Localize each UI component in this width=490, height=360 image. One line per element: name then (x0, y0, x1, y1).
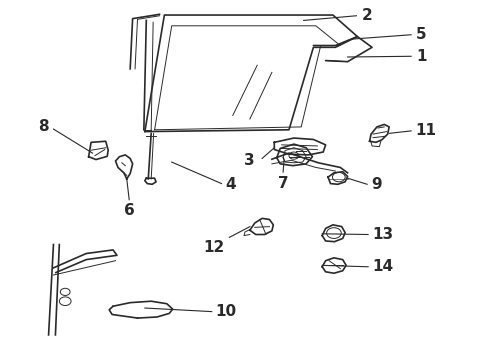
Text: 14: 14 (372, 259, 393, 274)
Text: 11: 11 (415, 123, 436, 138)
Text: 1: 1 (416, 49, 426, 64)
Text: 10: 10 (216, 304, 237, 319)
Text: 7: 7 (278, 176, 289, 191)
Text: 3: 3 (244, 153, 255, 168)
Text: 8: 8 (38, 120, 49, 134)
Text: 2: 2 (361, 8, 372, 23)
Text: 5: 5 (416, 27, 427, 42)
Text: 12: 12 (203, 240, 224, 255)
Text: 9: 9 (371, 177, 382, 192)
Text: 4: 4 (225, 177, 236, 192)
Text: 6: 6 (124, 203, 135, 218)
Text: 13: 13 (372, 227, 393, 242)
